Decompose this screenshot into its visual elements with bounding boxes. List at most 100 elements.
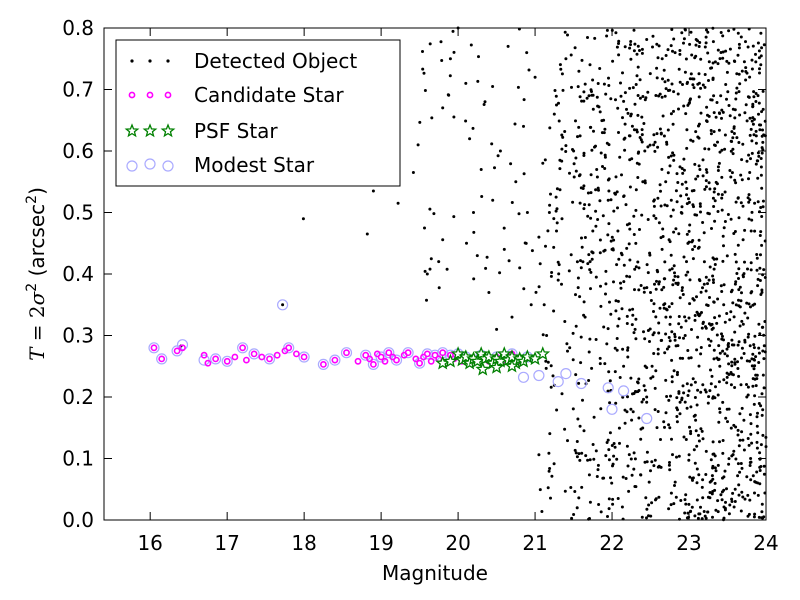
detected-object-point xyxy=(751,105,755,109)
detected-object-point xyxy=(707,181,711,185)
detected-object-point xyxy=(760,288,764,292)
detected-object-point xyxy=(748,133,752,137)
detected-object-point xyxy=(707,337,710,341)
detected-object-point xyxy=(759,31,763,35)
detected-object-point xyxy=(704,390,708,394)
detected-object-point xyxy=(567,269,571,273)
detected-object-point xyxy=(694,54,698,58)
detected-object-point xyxy=(557,101,560,105)
detected-object-point xyxy=(475,254,479,258)
detected-object-point xyxy=(677,390,681,394)
detected-object-point xyxy=(570,85,573,89)
detected-object-point xyxy=(728,503,732,507)
detected-object-point xyxy=(638,78,642,82)
detected-object-point xyxy=(760,516,764,520)
detected-object-point xyxy=(672,264,676,268)
detected-object-point xyxy=(680,396,684,400)
detected-object-point xyxy=(704,326,708,330)
detected-object-point xyxy=(718,364,722,368)
detected-object-point xyxy=(634,241,638,245)
detected-object-point xyxy=(667,345,671,349)
detected-object-point xyxy=(731,301,735,305)
detected-object-point xyxy=(590,366,594,370)
detected-object-point xyxy=(638,228,641,231)
detected-object-point xyxy=(696,388,700,392)
detected-object-point xyxy=(606,233,610,237)
detected-object-point xyxy=(712,300,716,304)
detected-object-point xyxy=(738,412,742,416)
detected-object-point xyxy=(668,339,672,343)
candidate-star-point xyxy=(369,360,377,368)
detected-object-point xyxy=(639,284,643,287)
detected-object-point xyxy=(700,429,704,433)
detected-object-point xyxy=(598,356,602,360)
detected-object-point xyxy=(549,496,552,500)
detected-object-point xyxy=(633,457,637,461)
detected-object-point xyxy=(754,384,758,388)
detected-object-point xyxy=(744,40,747,44)
detected-object-point xyxy=(661,77,664,81)
legend-marker-candidate xyxy=(164,91,172,99)
detected-object-point xyxy=(689,383,693,387)
legend: Detected Object Candidate Star PSF Star … xyxy=(115,39,401,187)
detected-object-point xyxy=(495,327,499,331)
detected-object-point xyxy=(748,498,752,502)
legend-marker-psf xyxy=(142,123,158,138)
detected-object-point xyxy=(687,458,691,462)
detected-object-point xyxy=(716,510,720,514)
detected-object-point xyxy=(639,437,643,441)
detected-object-point xyxy=(713,143,716,147)
detected-object-point xyxy=(699,290,703,294)
detected-object-point xyxy=(733,362,737,366)
y-axis-label: T = 2σ2 (arcsec2) xyxy=(24,187,49,361)
detected-object-point xyxy=(618,155,622,159)
detected-object-point xyxy=(730,372,734,376)
detected-object-point xyxy=(761,89,765,93)
detected-object-point xyxy=(669,491,673,495)
detected-object-point xyxy=(741,438,745,442)
detected-object-point xyxy=(736,31,740,35)
detected-object-point xyxy=(730,140,734,143)
detected-object-point xyxy=(687,502,691,506)
detected-object-point xyxy=(596,218,600,221)
detected-object-point xyxy=(685,128,689,132)
detected-object-point xyxy=(749,432,753,436)
detected-object-point xyxy=(510,201,514,204)
detected-object-point xyxy=(651,45,654,49)
modest-star-point xyxy=(641,412,653,425)
y-label-unit-open: (arcsec xyxy=(25,204,49,283)
detected-object-point xyxy=(618,441,621,445)
detected-object-point xyxy=(737,304,741,308)
detected-object-point xyxy=(701,437,705,441)
detected-object-point xyxy=(664,54,668,57)
detected-object-point xyxy=(755,440,759,444)
detected-object-point xyxy=(554,195,558,199)
detected-object-point xyxy=(631,392,634,396)
detected-object-point xyxy=(655,76,659,80)
detected-object-point xyxy=(704,516,708,520)
detected-object-point xyxy=(673,332,677,336)
y-label-unit-sq: 2 xyxy=(24,195,40,204)
detected-object-point xyxy=(695,467,699,471)
detected-object-point xyxy=(673,338,677,342)
detected-object-point xyxy=(750,210,754,214)
detected-object-point xyxy=(734,97,738,101)
detected-object-point xyxy=(606,327,610,331)
detected-object-point xyxy=(758,465,762,469)
detected-object-point xyxy=(594,449,598,453)
detected-object-point xyxy=(760,243,764,247)
detected-object-point xyxy=(739,462,743,465)
detected-object-point xyxy=(675,373,679,377)
detected-object-point xyxy=(749,229,753,233)
detected-object-point xyxy=(754,129,758,133)
detected-object-point xyxy=(607,222,611,226)
detected-object-point xyxy=(674,189,678,193)
candidate-star-point xyxy=(354,357,362,365)
detected-object-point xyxy=(727,104,731,107)
detected-object-point xyxy=(484,266,488,270)
detected-object-point xyxy=(656,465,660,469)
detected-object-point xyxy=(720,208,724,212)
detected-object-point xyxy=(446,93,450,97)
detected-object-point xyxy=(632,451,636,455)
detected-object-point xyxy=(680,205,684,209)
